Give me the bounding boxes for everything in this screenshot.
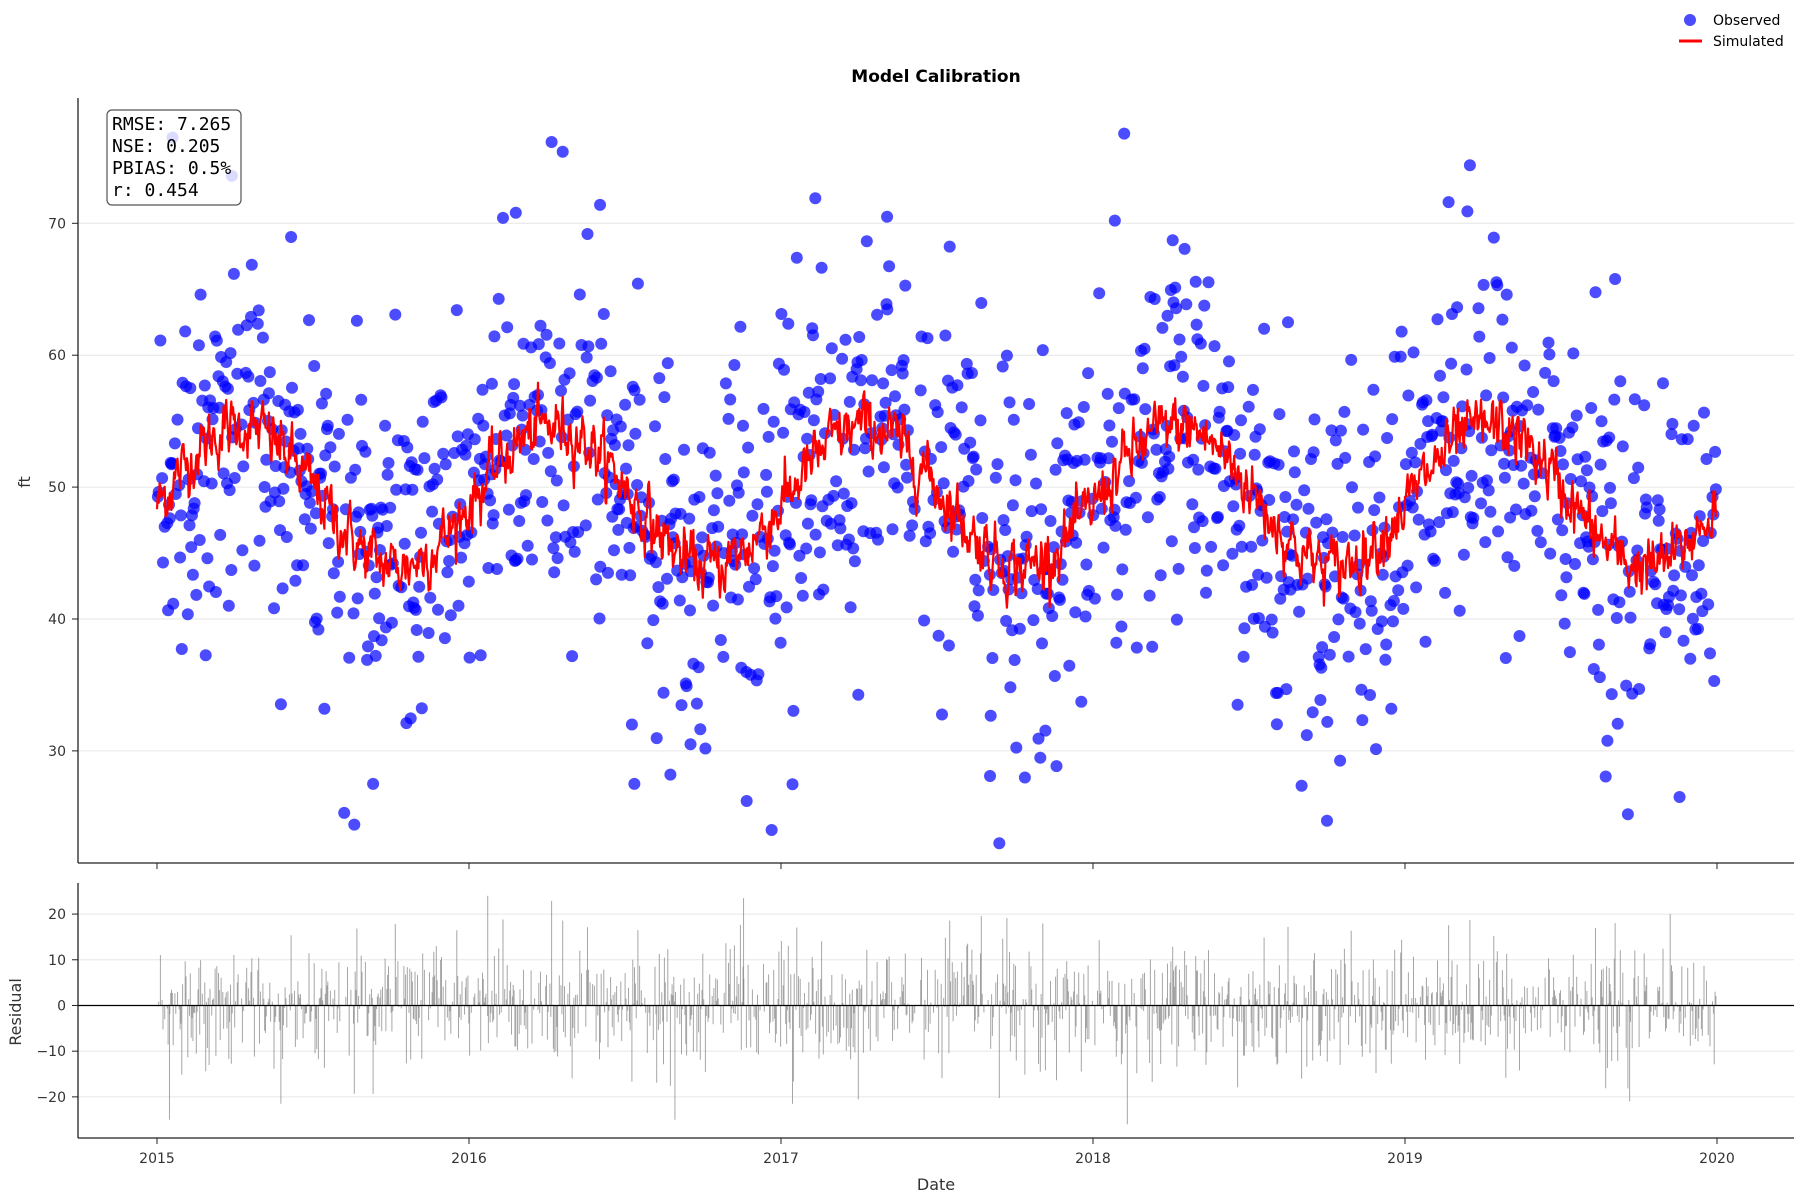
- stat-r: r: 0.454: [112, 180, 199, 201]
- residual-axes: −20 −10 0 10 20 2015 2016 2017 2018 2019 2020: [36, 883, 1794, 1167]
- svg-text:30: 30: [48, 744, 66, 760]
- svg-text:40: 40: [48, 612, 66, 628]
- simulated-line: [155, 381, 1717, 609]
- svg-text:2017: 2017: [763, 1151, 799, 1167]
- main-axes: 30 40 50 60 70: [48, 98, 1794, 869]
- svg-text:2020: 2020: [1699, 1151, 1735, 1167]
- stat-nse: NSE: 0.205: [112, 136, 220, 157]
- svg-text:2019: 2019: [1387, 1151, 1423, 1167]
- residual-gridlines: [78, 913, 1794, 1098]
- svg-text:50: 50: [48, 480, 66, 496]
- chart-title: Model Calibration: [851, 67, 1020, 87]
- svg-text:2018: 2018: [1075, 1151, 1111, 1167]
- svg-text:−20: −20: [36, 1090, 66, 1106]
- observed-legend-marker-icon: [1684, 14, 1696, 26]
- svg-text:2015: 2015: [139, 1151, 175, 1167]
- svg-text:70: 70: [48, 216, 66, 232]
- legend-observed-label: Observed: [1713, 13, 1780, 29]
- svg-text:10: 10: [48, 953, 66, 969]
- legend: Observed Simulated: [1679, 13, 1784, 50]
- y-axis-label-residual: Residual: [6, 978, 25, 1046]
- svg-text:−10: −10: [36, 1044, 66, 1060]
- stats-box: RMSE: 7.265 NSE: 0.205 PBIAS: 0.5% r: 0.…: [106, 109, 242, 206]
- svg-text:60: 60: [48, 348, 66, 364]
- x-axis-label: Date: [917, 1175, 955, 1194]
- residual-bars: [78, 895, 1794, 1125]
- stat-rmse: RMSE: 7.265: [112, 114, 231, 135]
- svg-text:0: 0: [57, 998, 66, 1014]
- stat-pbias: PBIAS: 0.5%: [112, 158, 231, 179]
- svg-text:2016: 2016: [451, 1151, 487, 1167]
- y-axis-label-main: ft: [15, 476, 34, 488]
- legend-simulated-label: Simulated: [1713, 34, 1784, 50]
- svg-text:20: 20: [48, 907, 66, 923]
